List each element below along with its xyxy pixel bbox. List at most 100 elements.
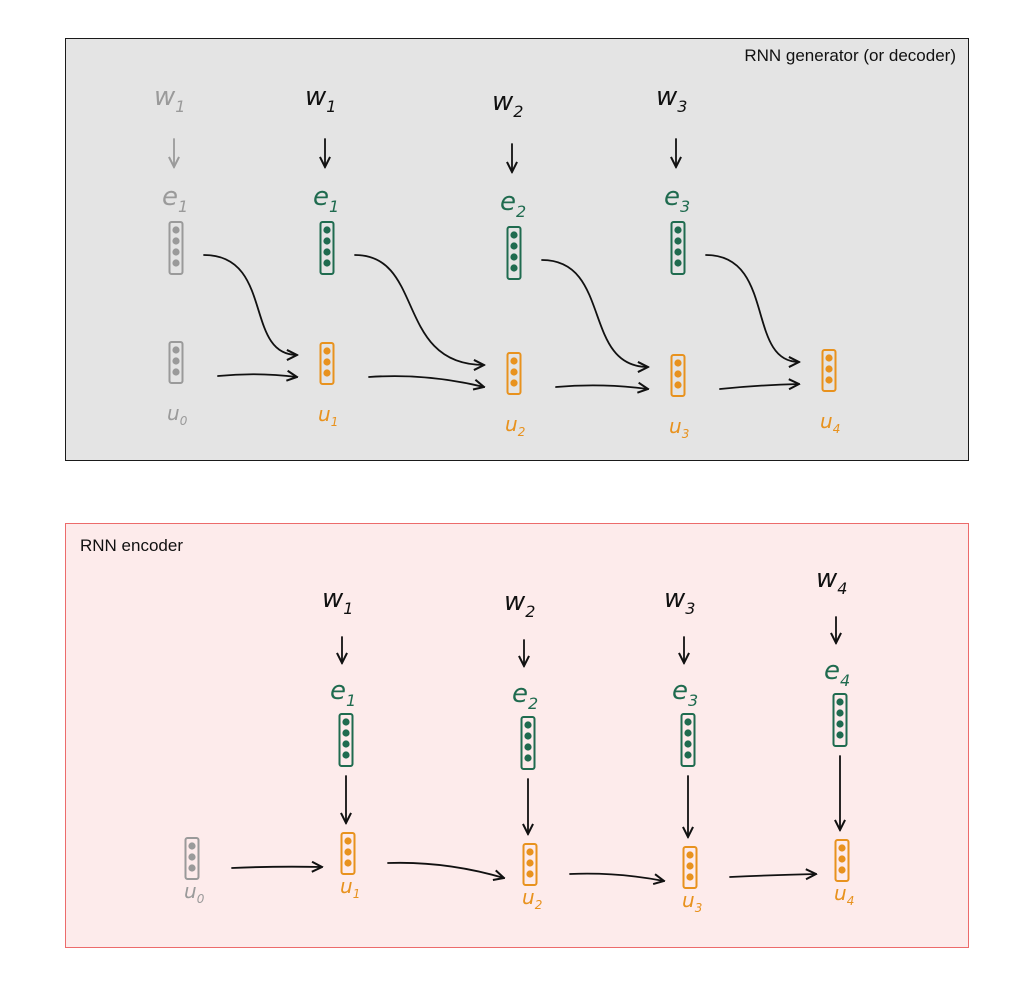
enc-word-label: w2 [504, 587, 535, 621]
enc-hidden-vector [340, 832, 356, 875]
gen-hidden-vector [670, 354, 686, 397]
gen-embedding-vector-unit [510, 231, 518, 239]
gen-hidden-vector [319, 342, 335, 385]
gen-embedding-vector-unit [172, 226, 180, 234]
gen-word-label: w2 [492, 87, 523, 121]
gen-embedding-vector-unit [510, 264, 518, 272]
enc-embedding-vector-box [832, 693, 848, 747]
gen-hidden-label: u3 [669, 414, 689, 441]
enc-embedding-vector-unit [836, 731, 844, 739]
enc-hidden-vector-unit [686, 851, 694, 859]
gen-hidden-vector [506, 352, 522, 395]
gen-emb-label: e2 [500, 187, 526, 221]
encoder-panel: RNN encoder [65, 523, 969, 948]
gen-hidden-vector-box [670, 354, 686, 397]
enc-embedding-vector-box [680, 713, 696, 767]
enc-hidden-to-hidden-arrow [387, 861, 504, 878]
gen-embedding-vector-unit [323, 237, 331, 245]
enc-embedding-vector-unit [684, 751, 692, 759]
enc-embedding-vector-box [338, 713, 354, 767]
gen-hidden-label: u0 [167, 401, 188, 428]
enc-hidden-vector-unit [188, 842, 196, 850]
gen-hidden-vector-unit [510, 357, 518, 365]
enc-embedding-vector-unit [684, 740, 692, 748]
gen-hidden-to-hidden-arrow [368, 375, 484, 387]
enc-embedding-vector-unit [342, 729, 350, 737]
enc-embedding-vector-unit [524, 721, 532, 729]
gen-hidden-vector-unit [825, 376, 833, 384]
gen-hidden-vector-unit [172, 346, 180, 354]
gen-hidden-vector-unit [825, 354, 833, 362]
gen-hidden-vector-box [821, 349, 837, 392]
enc-embedding-vector-unit [836, 720, 844, 728]
gen-hidden-label: u2 [505, 412, 525, 439]
enc-hidden-to-hidden-arrow [569, 872, 664, 881]
gen-word-label: w1 [305, 82, 336, 116]
enc-embedding-vector-unit [524, 743, 532, 751]
enc-hidden-vector-box [834, 839, 850, 882]
gen-hidden-vector [168, 341, 184, 384]
enc-embedding-vector [680, 713, 696, 767]
gen-embedding-vector-unit [674, 226, 682, 234]
enc-embedding-vector-unit [684, 729, 692, 737]
gen-hidden-vector-unit [674, 381, 682, 389]
enc-emb-label: e1 [330, 676, 356, 710]
gen-emb-label: e3 [664, 182, 690, 216]
gen-embedding-vector [319, 221, 335, 275]
enc-hidden-vector [834, 839, 850, 882]
gen-embedding-vector-box [319, 221, 335, 275]
gen-hidden-vector-unit [323, 358, 331, 366]
gen-embedding-vector-unit [172, 259, 180, 267]
enc-emb-label: e3 [672, 676, 698, 710]
gen-hidden-to-hidden-arrow [719, 384, 799, 389]
gen-embedding-vector-unit [323, 259, 331, 267]
gen-embedding-vector-unit [510, 253, 518, 261]
enc-emb-label: e2 [512, 679, 538, 713]
gen-embedding-vector-unit [674, 259, 682, 267]
enc-hidden-vector-box [340, 832, 356, 875]
gen-emb-to-hidden-arrow [705, 254, 799, 362]
enc-hidden-label: u1 [340, 874, 360, 901]
gen-hidden-to-hidden-arrow [555, 385, 648, 389]
gen-hidden-vector-unit [510, 368, 518, 376]
enc-embedding-vector-unit [524, 732, 532, 740]
enc-emb-label: e4 [824, 656, 850, 690]
gen-hidden-vector-box [506, 352, 522, 395]
gen-emb-label: e1 [313, 182, 339, 216]
gen-embedding-vector [506, 226, 522, 280]
enc-embedding-vector-unit [524, 754, 532, 762]
enc-hidden-label: u2 [522, 885, 542, 912]
gen-emb-label: e1 [162, 182, 188, 216]
enc-hidden-label: u4 [834, 881, 854, 908]
gen-hidden-label: u1 [318, 402, 338, 429]
enc-embedding-vector-box [520, 716, 536, 770]
enc-embedding-vector-unit [342, 740, 350, 748]
gen-embedding-vector [670, 221, 686, 275]
enc-embedding-vector-unit [342, 718, 350, 726]
gen-hidden-vector-unit [323, 347, 331, 355]
enc-hidden-vector-unit [344, 859, 352, 867]
enc-embedding-vector-unit [836, 709, 844, 717]
gen-emb-to-hidden-arrow [354, 254, 484, 365]
gen-hidden-to-hidden-arrow [217, 374, 297, 377]
enc-hidden-vector-unit [526, 859, 534, 867]
enc-hidden-vector-box [184, 837, 200, 880]
enc-word-label: w4 [816, 564, 847, 598]
enc-hidden-to-hidden-arrow [729, 874, 816, 877]
gen-embedding-vector [168, 221, 184, 275]
enc-hidden-vector-unit [686, 873, 694, 881]
gen-hidden-vector-unit [172, 368, 180, 376]
enc-hidden-vector-box [522, 843, 538, 886]
enc-embedding-vector-unit [342, 751, 350, 759]
gen-hidden-vector [821, 349, 837, 392]
gen-embedding-vector-box [168, 221, 184, 275]
gen-embedding-vector-unit [172, 237, 180, 245]
gen-hidden-vector-box [319, 342, 335, 385]
enc-hidden-to-hidden-arrow [231, 867, 322, 868]
encoder-title: RNN encoder [80, 536, 183, 555]
enc-hidden-vector-unit [344, 837, 352, 845]
generator-title: RNN generator (or decoder) [744, 46, 956, 65]
enc-hidden-vector-unit [526, 870, 534, 878]
enc-word-label: w1 [322, 584, 353, 618]
